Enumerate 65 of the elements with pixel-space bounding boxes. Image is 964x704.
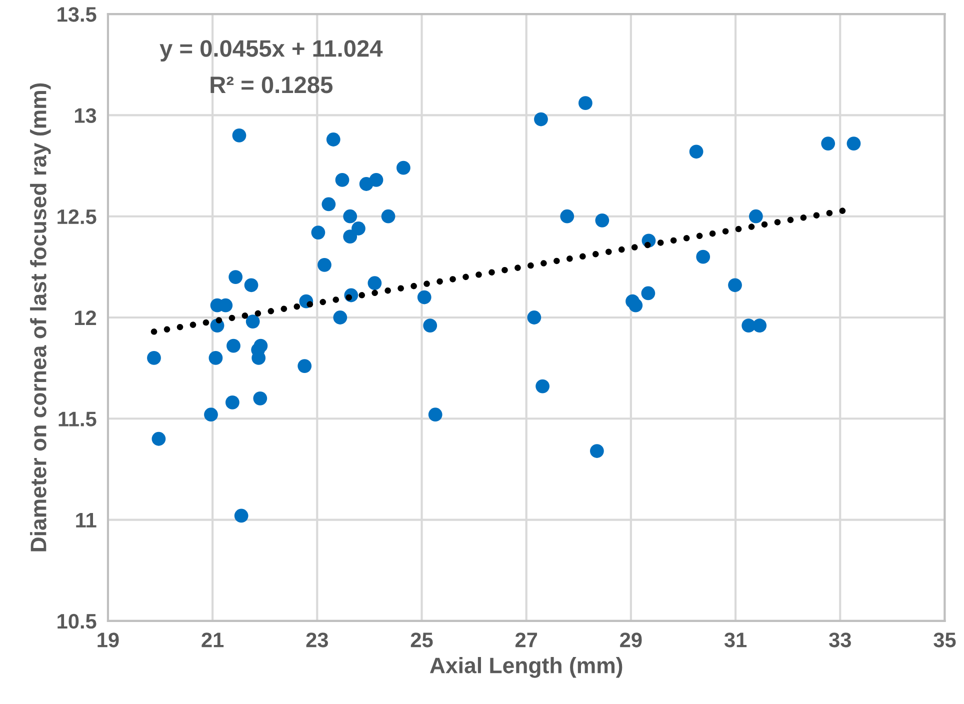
point <box>343 230 358 244</box>
point <box>536 379 550 394</box>
x-tick-label: 31 <box>724 632 747 648</box>
point <box>428 408 442 422</box>
point <box>560 209 574 224</box>
point <box>423 318 438 333</box>
x-tick-label: 25 <box>410 632 433 648</box>
x-tick-label: 19 <box>98 632 119 648</box>
point <box>253 391 268 406</box>
point <box>333 310 348 324</box>
y-tick-label: 10.5 <box>58 614 96 629</box>
point <box>234 508 248 523</box>
point <box>152 432 166 446</box>
y-tick-label: 13 <box>75 108 96 124</box>
point <box>326 132 340 146</box>
point <box>696 250 710 264</box>
x-tick-label: 23 <box>306 632 328 648</box>
y-tick-label: 11.5 <box>58 412 96 426</box>
point <box>417 290 432 304</box>
point <box>728 278 742 292</box>
point <box>204 408 218 422</box>
y-tick-label: 12.5 <box>58 209 96 224</box>
point <box>246 314 260 328</box>
point <box>578 96 592 110</box>
point <box>228 270 243 284</box>
point <box>381 209 396 224</box>
point <box>352 222 366 236</box>
y-tick-label: 12 <box>75 310 96 326</box>
point <box>689 144 704 159</box>
point <box>232 128 246 142</box>
x-tick-label: 35 <box>934 632 956 648</box>
point <box>368 276 382 290</box>
x-tick-label: 21 <box>202 632 224 648</box>
point <box>322 197 336 212</box>
annotation: y = 0.0455x + 11.024 <box>160 40 383 62</box>
point <box>396 160 410 175</box>
y-tick-label: 11 <box>76 513 96 528</box>
x-tick-label: 29 <box>620 632 642 648</box>
x-axis-title: Axial Length (mm) <box>430 657 622 678</box>
point <box>846 136 861 150</box>
point <box>298 359 312 373</box>
point <box>534 112 548 126</box>
point <box>595 213 610 228</box>
point <box>244 278 258 292</box>
point <box>343 209 358 224</box>
point <box>641 286 656 300</box>
point <box>821 136 836 150</box>
point <box>225 396 240 410</box>
x-tick-label: 27 <box>515 632 538 648</box>
point <box>527 310 542 324</box>
point <box>752 318 767 333</box>
point <box>226 338 240 353</box>
point <box>628 298 643 312</box>
point <box>369 173 384 187</box>
point <box>147 351 161 365</box>
point <box>311 226 326 240</box>
point <box>208 351 223 365</box>
point <box>748 209 763 224</box>
point <box>335 173 350 187</box>
y-tick-label: 13.5 <box>58 7 96 22</box>
y-axis-title: Diameter on cornea of last focused ray (mm) <box>30 83 51 552</box>
point <box>590 444 604 458</box>
point <box>318 258 332 272</box>
x-tick-label: 33 <box>829 632 851 648</box>
annotation: R² = 0.1285 <box>210 76 332 94</box>
